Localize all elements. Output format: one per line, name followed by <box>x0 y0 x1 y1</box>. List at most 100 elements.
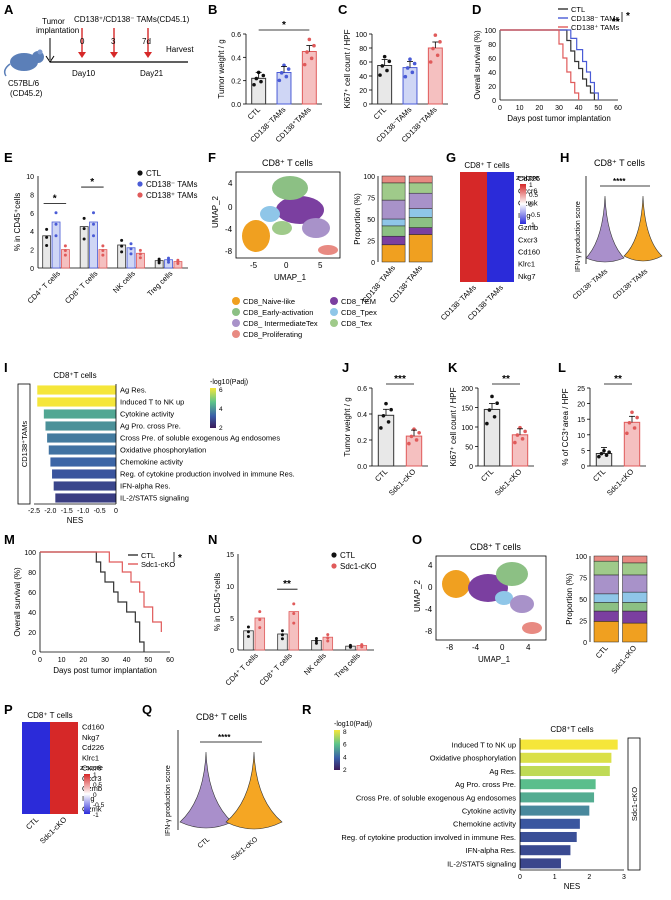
panel-o-proportion: 100 75 50 25 0 Proportion (%) CTL Sdc1-cKO <box>565 554 648 675</box>
y-tick-label: 10 <box>226 584 234 591</box>
heatmap-cell <box>487 172 514 282</box>
panel-letter-a: A <box>4 2 14 17</box>
bar <box>511 434 529 467</box>
data-point <box>381 414 386 418</box>
data-point <box>258 610 262 614</box>
nes-bar <box>53 481 116 491</box>
data-point <box>410 70 415 75</box>
stacked-segment <box>622 622 648 643</box>
pathway-label: Chemokine activity <box>120 458 183 467</box>
data-point <box>167 256 170 260</box>
x-tick-label: CD4⁺ T cells <box>26 269 63 306</box>
stacked-segment <box>381 199 406 220</box>
y-tick-label: 20 <box>577 402 585 409</box>
y-tick-label: 25 <box>577 386 585 393</box>
umap-cluster-proliferating <box>522 622 542 634</box>
stacked-segment <box>381 225 406 237</box>
x-tick-label: CTL <box>594 644 610 661</box>
x-axis-label: NES <box>67 516 83 525</box>
violin-cd138neg <box>585 195 625 263</box>
legend-label: CD8_Early-activation <box>243 308 313 317</box>
x-tick-label: 20 <box>79 657 87 664</box>
data-point <box>92 211 95 215</box>
stacked-segment <box>622 574 648 593</box>
chart-title: CD8⁺T cells <box>550 725 593 734</box>
day-start-label: Day10 <box>72 69 96 78</box>
umap-cluster-naive <box>242 220 270 252</box>
x-tick-label: -2.0 <box>44 508 56 515</box>
data-point <box>513 440 517 445</box>
y-axis-label: % in CD45⁺cells <box>13 193 22 251</box>
stacked-segment <box>622 591 648 603</box>
stacked-segment <box>381 175 406 184</box>
x-tick-label: -1.5 <box>61 508 73 515</box>
data-point <box>280 637 284 641</box>
x-tick-label: 10 <box>516 105 524 112</box>
pathway-label: Ag Res. <box>489 767 516 776</box>
data-point <box>314 639 318 643</box>
gene-label: Cxcr3 <box>518 235 538 244</box>
data-point <box>408 57 412 62</box>
data-point <box>348 643 352 647</box>
umap-y-label: UMAP_2 <box>211 195 220 228</box>
y-tick-label: 0.6 <box>231 32 241 39</box>
umap-y-tick: 0 <box>228 203 233 212</box>
data-point <box>258 618 262 622</box>
data-point <box>280 629 284 633</box>
data-point <box>412 61 417 66</box>
data-point <box>326 636 330 640</box>
data-point <box>635 415 639 420</box>
panel-g-heatmap: CD8⁺ T cellsCd226Cxcr6GzmkIfngGzmbCxcr3C… <box>439 161 541 322</box>
data-point <box>599 451 604 456</box>
data-point <box>120 238 124 242</box>
panel-letter-k: K <box>448 360 458 375</box>
color-scale <box>334 730 340 770</box>
umap-x-label: UMAP_1 <box>274 273 307 282</box>
data-point <box>379 426 383 430</box>
bar <box>98 249 108 269</box>
pathway-label: Ag Pro. cross Pre. <box>455 780 516 789</box>
data-point <box>167 260 170 264</box>
legend-label: CD138⁺ TAMs <box>146 191 198 200</box>
y-tick-label: 80 <box>488 42 496 49</box>
pathway-label: Oxidative phosphorylation <box>120 446 206 455</box>
data-point <box>403 74 408 79</box>
data-point <box>378 73 382 77</box>
umap-x-tick: 0 <box>284 261 289 270</box>
legend-label: CTL <box>571 5 585 14</box>
pathway-label: Induced T to NK up <box>452 741 516 750</box>
data-point <box>625 431 629 436</box>
legend-label: CD8_Tex <box>341 319 372 328</box>
legend-label: CD8_ IntermediateTex <box>243 319 318 328</box>
y-tick-label: 80 <box>28 570 36 577</box>
data-point <box>82 227 86 231</box>
pathway-label: Reg. of cytokine production involved in … <box>120 470 295 479</box>
data-point <box>485 421 489 426</box>
nes-bar <box>47 433 117 443</box>
data-point <box>277 78 282 83</box>
nes-bar <box>52 469 116 479</box>
data-point <box>604 453 609 457</box>
stacked-segment <box>593 621 619 643</box>
y-tick-label: 0.0 <box>357 464 367 471</box>
y-axis-label: Overall survival (%) <box>13 567 22 637</box>
legend-label: CD8_Naive-like <box>243 297 295 306</box>
stacked-segment <box>381 235 406 246</box>
legend-label: CD138⁻ TAMs <box>146 180 198 189</box>
color-scale <box>84 774 90 814</box>
y-tick-label: 100 <box>461 425 473 432</box>
y-axis-label: Ki67⁺ cell count / HPF <box>449 387 458 466</box>
nes-bar <box>520 805 590 816</box>
data-point <box>92 222 95 226</box>
implant-sublabel: implantation <box>36 26 79 35</box>
y-tick-label: 10 <box>26 174 34 181</box>
y-axis-label: Proportion (%) <box>353 193 362 245</box>
data-point <box>307 37 312 42</box>
panel-q-sig: **** <box>218 733 231 742</box>
pathway-label: Cytokine activity <box>462 807 516 816</box>
nes-bar <box>520 858 561 869</box>
umap-x-tick: -8 <box>446 643 454 652</box>
data-point <box>54 222 58 226</box>
column-label: CTL <box>24 815 40 831</box>
